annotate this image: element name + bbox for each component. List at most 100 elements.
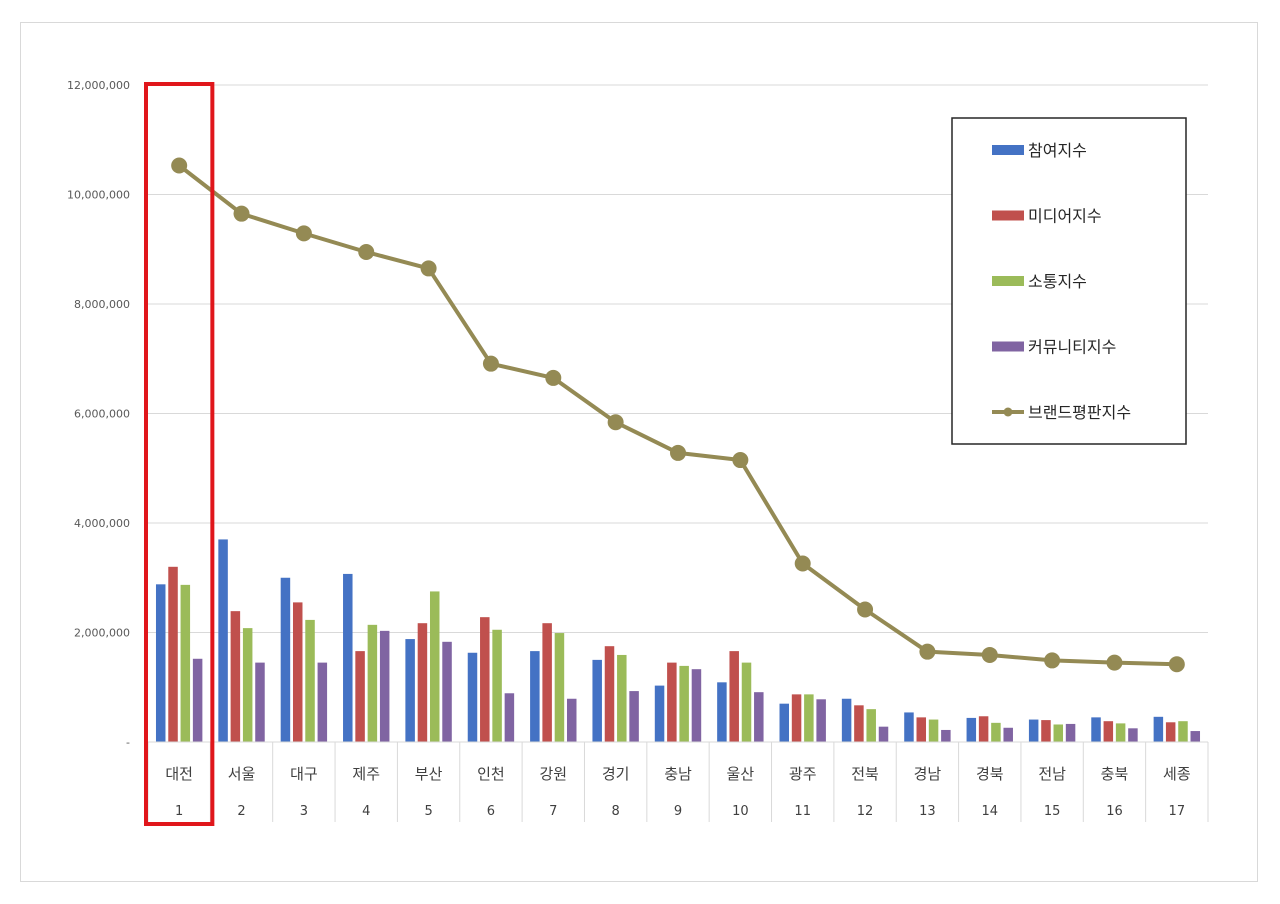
bar — [1041, 720, 1051, 742]
x-rank-label: 17 — [1169, 804, 1186, 819]
bar — [916, 717, 927, 742]
x-category-label: 대전 — [165, 765, 193, 783]
bar — [405, 639, 415, 742]
bar — [566, 698, 577, 742]
bar — [841, 698, 852, 742]
x-rank-label: 16 — [1106, 804, 1123, 819]
x-rank-label: 1 — [175, 804, 183, 819]
legend-label: 소통지수 — [1028, 272, 1087, 291]
x-rank-label: 4 — [362, 804, 370, 819]
x-rank-label: 12 — [857, 804, 874, 819]
highlight-box-rect — [144, 82, 215, 826]
bar — [928, 719, 939, 742]
x-rank-label: 5 — [424, 804, 432, 819]
bar — [717, 682, 727, 742]
legend-box — [951, 117, 1187, 445]
bar — [604, 646, 615, 742]
x-category-label: 강원 — [539, 765, 567, 783]
legend-label: 커뮤니티지수 — [1028, 338, 1116, 357]
bar — [617, 654, 627, 742]
bar — [1165, 722, 1176, 742]
legend-swatch — [992, 276, 1024, 286]
bar — [504, 693, 515, 742]
bar — [804, 694, 814, 742]
x-rank-label: 2 — [237, 804, 245, 819]
grid-lines — [148, 84, 1208, 633]
x-rank-label: 14 — [981, 804, 998, 819]
bar — [168, 566, 178, 742]
x-rank-label: 3 — [300, 804, 308, 819]
x-category-label: 부산 — [415, 765, 443, 783]
y-tick-label: 2,000,000 — [74, 627, 130, 640]
bar — [991, 722, 1001, 742]
x-category-label: 전북 — [851, 765, 879, 783]
bar — [180, 584, 191, 742]
bar — [480, 617, 490, 742]
bar — [542, 623, 552, 742]
x-category-label: 대구 — [290, 765, 318, 783]
line-point — [171, 157, 188, 174]
bar — [467, 652, 478, 742]
bar — [1065, 723, 1076, 742]
bar — [379, 630, 390, 742]
y-axis-ticks: - 2,000,000 4,000,000 6,000,000 8,000,000 10,… — [67, 79, 130, 749]
bar — [317, 662, 328, 742]
y-tick-label: 6,000,000 — [74, 408, 130, 421]
x-category-label: 경북 — [976, 765, 1004, 783]
bar — [255, 662, 265, 742]
line-series — [171, 157, 1185, 673]
bar — [242, 628, 253, 742]
line-point — [919, 643, 936, 660]
bar — [355, 651, 365, 742]
line-point — [794, 555, 811, 572]
bar — [791, 694, 802, 742]
x-category-label: 광주 — [789, 765, 817, 783]
legend-line-marker — [1003, 407, 1013, 417]
highlight-box — [144, 82, 215, 826]
bar — [904, 712, 914, 742]
bar — [1028, 719, 1039, 742]
x-rank-label: 11 — [794, 804, 811, 819]
legend-swatch — [992, 341, 1024, 352]
bar — [305, 619, 315, 742]
bar — [1115, 723, 1126, 742]
line-point — [1044, 652, 1061, 669]
line-point — [1168, 656, 1185, 673]
line-point — [420, 260, 437, 277]
x-category-label: 경기 — [602, 765, 630, 783]
bar — [1053, 724, 1064, 742]
bar — [941, 729, 951, 742]
legend-swatch — [992, 145, 1024, 155]
bar — [417, 623, 428, 742]
x-category-label: 충북 — [1101, 765, 1129, 783]
x-category-label: 울산 — [727, 765, 755, 783]
line-point — [1106, 654, 1123, 671]
bar — [978, 716, 989, 742]
line-point — [358, 243, 375, 260]
bar — [966, 717, 977, 742]
line-point — [545, 369, 562, 386]
x-category-label: 서울 — [228, 765, 256, 783]
x-category-label: 세종 — [1163, 765, 1191, 783]
line-point — [295, 225, 312, 242]
legend-label: 참여지수 — [1028, 141, 1087, 160]
x-rank-label: 8 — [612, 804, 620, 819]
x-category-label: 제주 — [352, 765, 380, 783]
bar — [492, 629, 502, 742]
bar — [429, 591, 440, 742]
x-rank-label: 15 — [1044, 804, 1061, 819]
bar — [343, 573, 353, 742]
bar — [592, 659, 602, 742]
bar — [280, 577, 291, 742]
y-tick-label: 10,000,000 — [67, 189, 130, 202]
bar — [629, 691, 639, 742]
bar — [367, 624, 378, 742]
legend-label: 미디어지수 — [1028, 207, 1102, 226]
bar — [691, 669, 702, 742]
bar — [530, 651, 540, 742]
bar — [442, 641, 452, 742]
line-point — [482, 355, 499, 372]
bar — [1190, 731, 1201, 742]
